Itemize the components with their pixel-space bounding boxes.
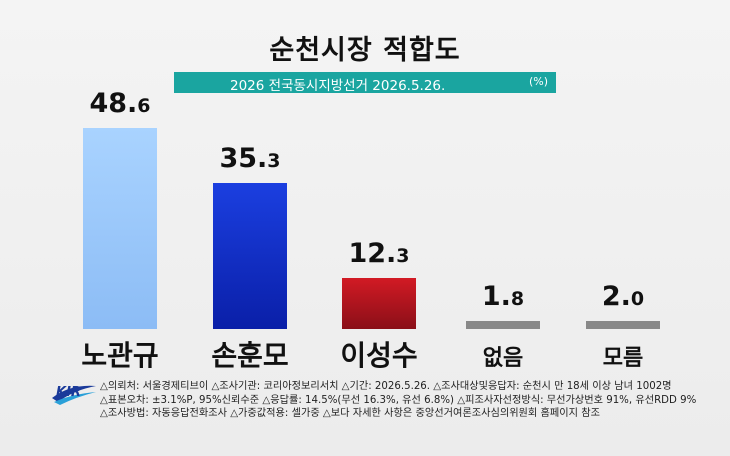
value-label: 12.3 [329,238,429,269]
category-label: 없음 [482,346,524,371]
value-label-dec: 3 [396,245,410,268]
value-label-int: 35. [219,143,268,174]
kir-logo: KIR [52,385,96,405]
bar-없음 [466,321,540,329]
chart-title: 순천시장 적합도 [269,35,461,66]
survey-notes: △의뢰처: 서울경제티브이 △조사기관: 코리아정보리서치 △기간: 2026.… [100,380,696,421]
bar-노관규 [83,128,157,329]
value-label: 2.0 [573,281,673,312]
value-label-dec: 0 [630,287,645,310]
value-label: 35.3 [200,143,300,174]
bar-모름 [586,320,660,329]
value-label: 48.6 [70,88,170,119]
notes-line: △표본오차: ±3.1%P, 95%신뢰수준 △응답률: 14.5%(무선 16… [100,394,697,406]
value-label-int: 1. [481,281,511,312]
notes-line: △의뢰처: 서울경제티브이 △조사기관: 코리아정보리서치 △기간: 2026.… [100,381,672,392]
value-label-dec: 3 [267,150,281,172]
unit-label: (%) [528,75,548,88]
value-label-int: 12. [348,238,397,270]
value-label-int: 2. [601,280,631,312]
value-label: 1.8 [453,281,553,312]
notes-line: △조사방법: 자동응답전화조사 △가중값적용: 셀가중 △보다 자세한 사항은 … [100,408,601,420]
bar-이성수 [342,278,416,329]
category-label: 이성수 [340,339,418,372]
category-label: 노관규 [81,339,159,372]
value-label-dec: 6 [137,95,151,117]
logo-text: KIR [56,385,81,400]
subtitle-bar: 2026 전국동시지방선거 2026.5.26. (%) [174,72,556,94]
category-label: 손훈모 [211,339,289,372]
value-label-dec: 8 [510,288,525,310]
value-label-int: 48. [89,88,138,119]
category-label: 모름 [602,346,644,371]
bar-손훈모 [213,183,287,329]
chart-subtitle: 2026 전국동시지방선거 2026.5.26. [230,78,446,94]
